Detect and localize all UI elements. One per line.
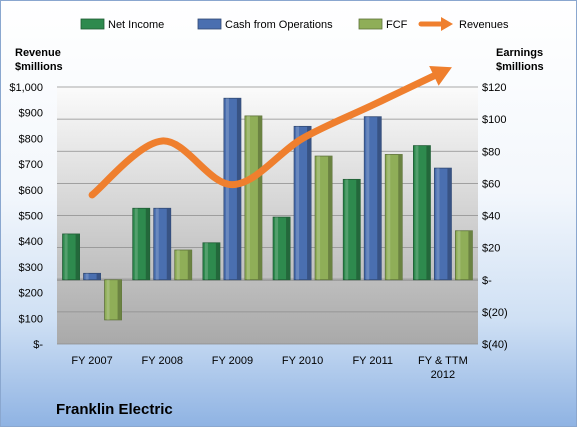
legend-label: Net Income xyxy=(108,19,164,31)
right-tick-label: $80 xyxy=(482,146,500,158)
left-tick-label: $800 xyxy=(19,133,43,145)
bar-side-net-income xyxy=(356,179,361,280)
bar-highlight-net-income xyxy=(64,233,68,280)
bar-side-cash-from-operations xyxy=(307,126,312,280)
bar-side-cash-from-operations xyxy=(166,208,171,280)
company-name: Franklin Electric xyxy=(56,401,173,418)
right-axis-title-line-2: $millions xyxy=(496,61,544,73)
legend-label: Revenues xyxy=(459,19,509,31)
category-label: FY 2008 xyxy=(142,355,183,367)
category-label: 2012 xyxy=(431,369,455,381)
category-label: FY 2009 xyxy=(212,355,253,367)
left-axis: $- $100 $200 $300 $400 $500 $600 $700 $800 $900 $1… xyxy=(9,82,43,351)
bar-side-fcf xyxy=(398,154,403,280)
bar-fcf xyxy=(244,115,263,281)
bar-highlight-cash-from-operations xyxy=(296,126,300,280)
category-label: FY 2011 xyxy=(352,355,393,367)
bar-side-net-income xyxy=(145,208,150,280)
category-label: FY & TTM xyxy=(418,355,468,367)
bar-highlight-cash-from-operations xyxy=(155,208,159,280)
bar-highlight-cash-from-operations xyxy=(85,273,89,280)
bar-side-cash-from-operations xyxy=(236,98,241,280)
left-tick-label: $100 xyxy=(19,313,43,325)
zero-baseline xyxy=(57,276,478,281)
left-axis-title-line-2: $millions xyxy=(15,61,63,73)
bar-side-net-income xyxy=(286,217,291,280)
left-tick-label: $700 xyxy=(19,159,43,171)
right-tick-label: $60 xyxy=(482,178,500,190)
bar-highlight-fcf xyxy=(246,115,250,280)
right-tick-label: $120 xyxy=(482,82,506,94)
right-axis: $(40) $(20) $- $20 $40 $60 $80 $100 $120 xyxy=(482,82,508,351)
bar-highlight-net-income xyxy=(275,217,279,280)
legend-swatch xyxy=(80,18,105,30)
chart-legend: Net Income Cash from Operations FCF Revenue… xyxy=(80,17,509,31)
bar-side-net-income xyxy=(75,233,80,280)
zero-floor xyxy=(57,276,478,281)
right-tick-label: $100 xyxy=(482,114,506,126)
right-tick-label: $- xyxy=(482,275,492,287)
bar-highlight-cash-from-operations xyxy=(436,168,440,280)
bar-side-cash-from-operations xyxy=(96,273,101,280)
legend-swatch-arrow xyxy=(441,17,453,31)
bar-highlight-fcf xyxy=(387,154,391,280)
bar-side-fcf xyxy=(117,279,122,320)
right-tick-label: $40 xyxy=(482,211,500,223)
left-tick-label: $600 xyxy=(19,185,43,197)
category-axis: FY 2007 FY 2008 FY 2009 FY 2010 FY 2011 FY & … xyxy=(71,355,467,381)
left-axis-title-line-1: Revenue xyxy=(15,47,61,59)
legend-label: FCF xyxy=(386,19,408,31)
left-tick-label: $300 xyxy=(19,262,43,274)
category-label: FY 2010 xyxy=(282,355,323,367)
bar-side-fcf xyxy=(257,115,262,280)
bar-side-net-income xyxy=(215,242,220,280)
bar-highlight-cash-from-operations xyxy=(366,116,370,280)
legend-swatch xyxy=(358,18,383,30)
bar-highlight-net-income xyxy=(204,242,208,280)
left-tick-label: $500 xyxy=(19,211,43,223)
right-axis-title-line-1: Earnings xyxy=(496,47,543,59)
bar-side-fcf xyxy=(468,230,473,280)
bar-highlight-fcf xyxy=(106,279,110,320)
bar-side-net-income xyxy=(426,145,431,280)
left-tick-label: $900 xyxy=(19,108,43,120)
bar-highlight-fcf xyxy=(176,250,180,280)
right-tick-label: $(20) xyxy=(482,307,508,319)
left-tick-label: $1,000 xyxy=(9,82,43,94)
bars-group xyxy=(62,97,473,321)
left-tick-label: $400 xyxy=(19,236,43,248)
revenue-arrowhead xyxy=(429,65,452,86)
legend-swatch xyxy=(197,18,222,30)
revenue-line-group xyxy=(88,65,452,199)
bar-side-fcf xyxy=(187,250,192,280)
bar-highlight-net-income xyxy=(415,145,419,280)
bar-highlight-net-income xyxy=(345,179,349,280)
right-tick-label: $20 xyxy=(482,243,500,255)
left-tick-label: $200 xyxy=(19,288,43,300)
legend-label: Cash from Operations xyxy=(225,19,333,31)
bar-side-fcf xyxy=(328,156,333,280)
bar-highlight-net-income xyxy=(134,208,138,280)
bar-side-cash-from-operations xyxy=(377,116,382,280)
bar-highlight-fcf xyxy=(317,156,321,280)
right-tick-label: $(40) xyxy=(482,339,508,351)
bar-highlight-fcf xyxy=(457,230,461,280)
category-label: FY 2007 xyxy=(71,355,112,367)
revenue-line xyxy=(88,68,447,199)
bar-side-cash-from-operations xyxy=(447,168,452,280)
bar-highlight-cash-from-operations xyxy=(225,98,229,280)
left-tick-label: $- xyxy=(33,339,43,351)
